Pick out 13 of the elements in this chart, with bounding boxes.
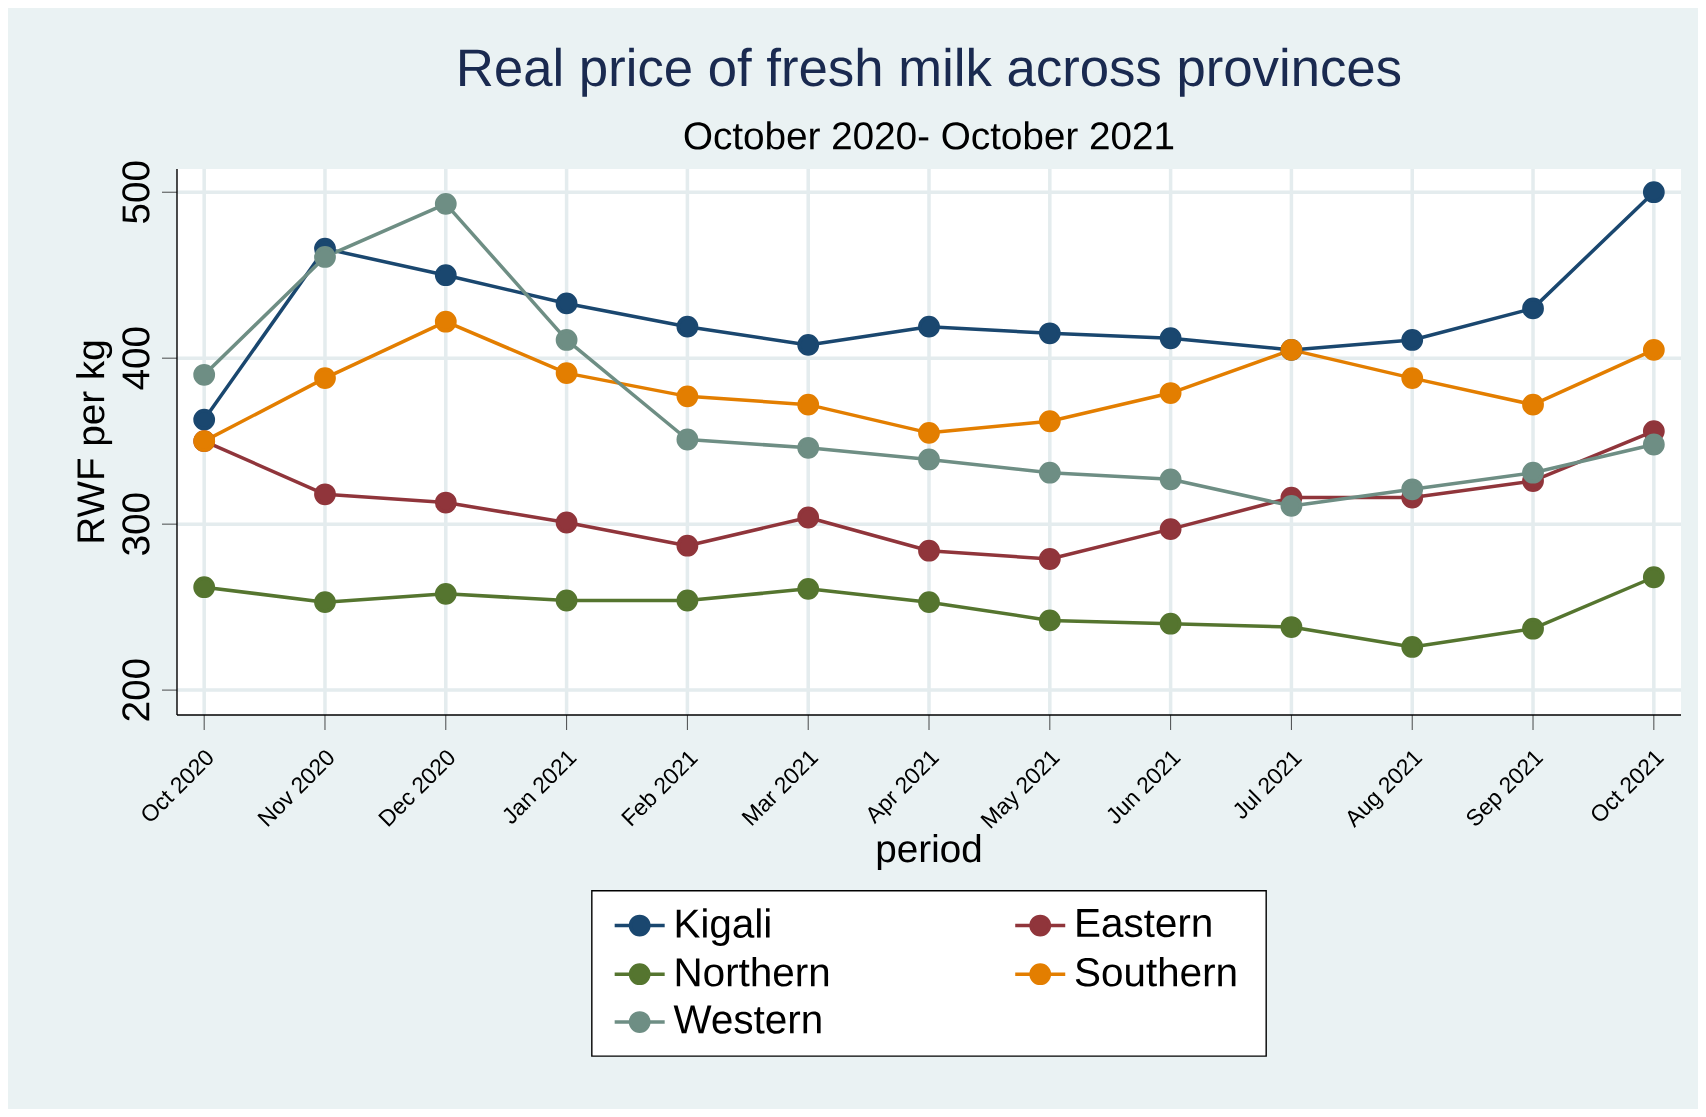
legend-label: Southern xyxy=(1075,956,1236,987)
y-tick-label: 500 xyxy=(122,161,150,223)
legend-label: Kigali xyxy=(676,908,770,946)
y-axis-title: RWF per kg xyxy=(76,341,113,542)
y-tick-label: 400 xyxy=(122,327,150,390)
y-tick-label: 300 xyxy=(122,493,150,555)
x-axis-title: period xyxy=(877,834,981,870)
y-tick-label: 200 xyxy=(122,659,150,721)
legend-label: Western xyxy=(673,1005,821,1034)
chart-subtitle: October 2020- October 2021 xyxy=(684,121,1174,150)
chart-title: Real price of fresh milk across provinces xyxy=(460,47,1401,97)
legend-label: Northern xyxy=(676,956,829,987)
legend-label: Eastern xyxy=(1077,909,1211,938)
